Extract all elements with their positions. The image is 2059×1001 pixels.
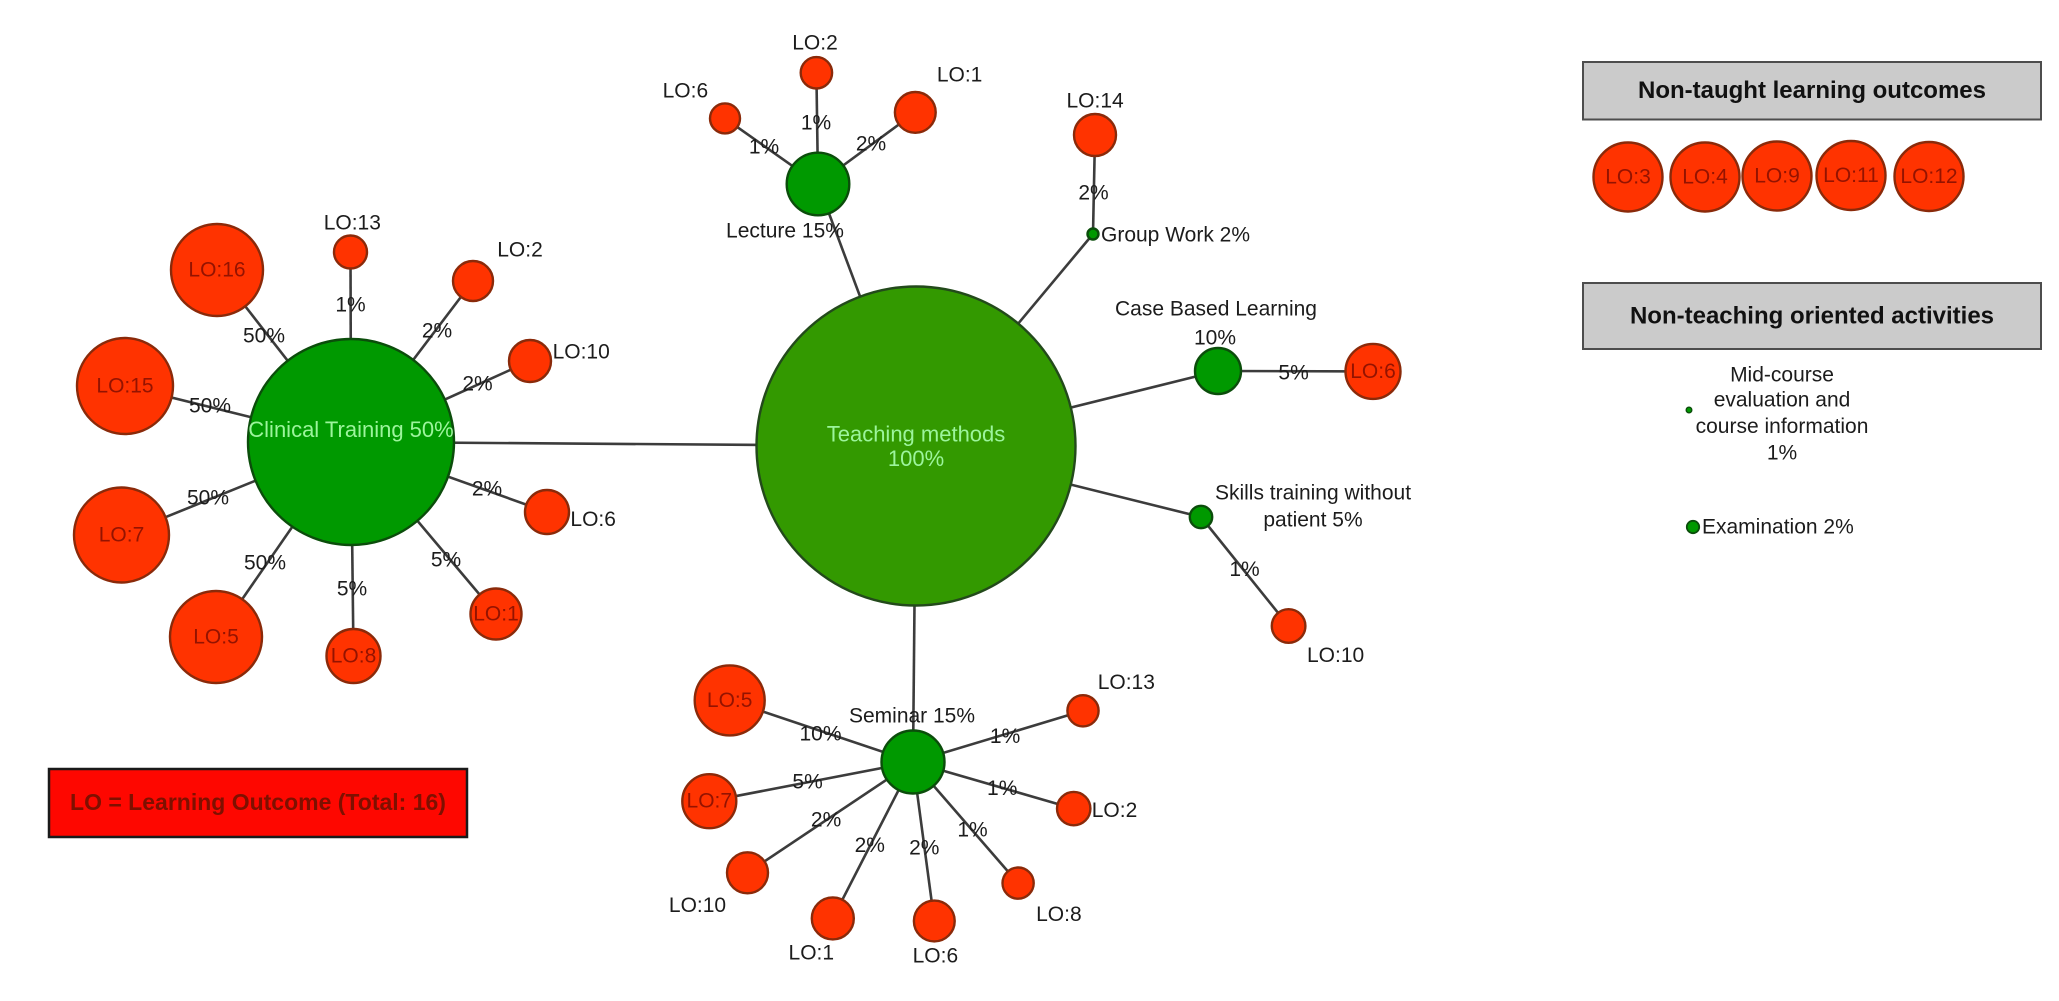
svg-text:Non-taught learning outcomes: Non-taught learning outcomes [1638,77,1986,104]
svg-text:LO:7: LO:7 [687,790,733,813]
svg-text:LO:6: LO:6 [1350,360,1396,383]
svg-text:10%: 10% [799,722,841,745]
svg-text:5%: 5% [1278,362,1308,385]
svg-text:LO:4: LO:4 [1682,166,1728,189]
svg-text:LO:6: LO:6 [570,508,616,531]
svg-text:LO:12: LO:12 [1900,165,1957,188]
svg-text:LO:2: LO:2 [497,239,543,262]
svg-text:LO:10: LO:10 [1307,644,1364,667]
svg-text:LO:1: LO:1 [473,603,519,626]
svg-text:LO:2: LO:2 [1092,799,1138,822]
svg-text:LO:13: LO:13 [1098,671,1155,694]
svg-text:LO:14: LO:14 [1066,90,1124,113]
svg-text:Skills training without: Skills training without [1215,482,1411,505]
svg-text:1%: 1% [801,112,831,135]
svg-text:patient 5%: patient 5% [1263,509,1362,532]
svg-text:2%: 2% [1078,182,1108,205]
svg-text:1%: 1% [1229,558,1259,581]
svg-text:Seminar 15%: Seminar 15% [849,705,975,728]
svg-text:LO:5: LO:5 [193,626,239,649]
svg-text:5%: 5% [792,771,822,794]
svg-text:2%: 2% [462,373,492,396]
svg-text:Case Based Learning: Case Based Learning [1115,298,1317,321]
svg-text:LO:6: LO:6 [913,945,959,968]
svg-text:LO:8: LO:8 [331,645,377,668]
svg-text:2%: 2% [811,808,841,831]
svg-text:1%: 1% [957,819,987,842]
svg-text:1%: 1% [987,777,1017,800]
svg-text:LO:1: LO:1 [937,63,983,86]
svg-text:2%: 2% [855,834,885,857]
svg-text:50%: 50% [187,487,229,510]
svg-text:LO:11: LO:11 [1823,164,1879,187]
svg-text:Teaching methods: Teaching methods [827,422,1006,447]
svg-text:LO:16: LO:16 [188,259,245,282]
svg-text:1%: 1% [335,294,365,317]
svg-text:LO:8: LO:8 [1036,903,1082,926]
svg-text:LO:10: LO:10 [669,894,726,917]
svg-text:Clinical Training 50%: Clinical Training 50% [248,417,453,442]
svg-text:50%: 50% [244,552,286,575]
svg-text:1%: 1% [1767,442,1797,465]
svg-text:50%: 50% [243,325,285,348]
svg-text:2%: 2% [856,133,886,156]
svg-text:LO = Learning Outcome (Total:: LO = Learning Outcome (Total: 16) [70,789,446,815]
svg-text:course information: course information [1696,415,1869,438]
svg-text:1%: 1% [749,136,779,159]
svg-text:2%: 2% [422,320,452,343]
svg-text:2%: 2% [472,478,502,501]
svg-text:LO:5: LO:5 [707,689,753,712]
svg-text:LO:1: LO:1 [789,942,835,965]
svg-text:Mid-course: Mid-course [1730,364,1834,387]
svg-text:LO:6: LO:6 [663,79,709,102]
svg-text:Non-teaching oriented activiti: Non-teaching oriented activities [1630,303,1994,330]
svg-text:LO:7: LO:7 [99,524,145,547]
svg-text:10%: 10% [1194,327,1236,350]
svg-text:LO:13: LO:13 [324,212,381,235]
svg-text:LO:15: LO:15 [96,375,153,398]
svg-text:LO:10: LO:10 [553,341,610,364]
svg-text:1%: 1% [990,725,1020,748]
svg-text:5%: 5% [337,578,367,601]
svg-text:Group Work 2%: Group Work 2% [1101,224,1250,247]
svg-text:evaluation and: evaluation and [1714,389,1851,412]
svg-text:LO:3: LO:3 [1605,166,1651,189]
svg-text:5%: 5% [431,549,461,572]
svg-text:Lecture 15%: Lecture 15% [726,220,844,243]
svg-text:2%: 2% [909,836,939,859]
svg-text:LO:9: LO:9 [1754,165,1800,188]
svg-text:50%: 50% [189,395,231,418]
svg-text:100%: 100% [888,446,944,471]
svg-text:Examination 2%: Examination 2% [1702,516,1854,539]
svg-text:LO:2: LO:2 [792,31,838,54]
